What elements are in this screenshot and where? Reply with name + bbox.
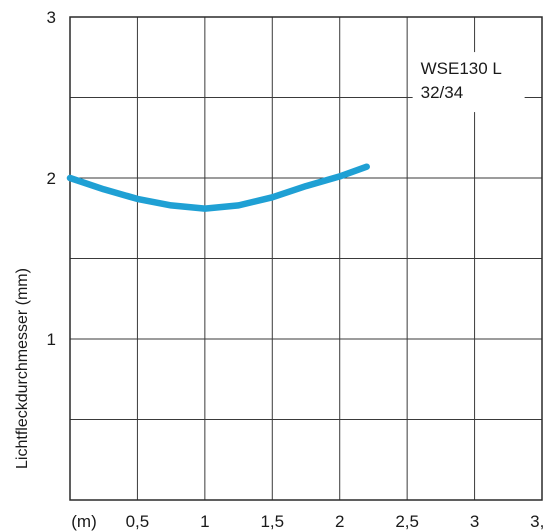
series-layer — [66, 163, 370, 212]
x-tick-label: 0,5 — [126, 512, 150, 531]
plot-area-border — [69, 16, 543, 501]
y-tick-label: 2 — [47, 169, 56, 188]
legend-background — [412, 52, 525, 113]
x-tick-label: 3 — [470, 512, 479, 531]
x-tick-label: 2,5 — [395, 512, 419, 531]
legend: WSE130 L 32/34 — [412, 52, 525, 113]
legend-entry-label: 32/34 — [421, 83, 464, 102]
y-tick-label: 3 — [47, 8, 56, 27]
x-axis-unit-label: (m) — [71, 512, 96, 531]
legend-entry-label: WSE130 L — [421, 59, 502, 78]
y-axis-ticks: 1 2 3 — [47, 8, 56, 349]
x-axis-ticks: 0,5 1 1,5 2 2,5 3 3,5 — [126, 512, 545, 531]
y-tick-label: 1 — [47, 330, 56, 349]
series-line — [66, 163, 370, 212]
y-axis-label: Lichtfleckdurchmesser (mm) — [14, 268, 31, 469]
axis-frame — [69, 16, 543, 501]
x-tick-label: 3,5 — [530, 512, 545, 531]
x-tick-label: 1,5 — [260, 512, 284, 531]
x-tick-label: 2 — [335, 512, 344, 531]
x-tick-label: 1 — [200, 512, 209, 531]
